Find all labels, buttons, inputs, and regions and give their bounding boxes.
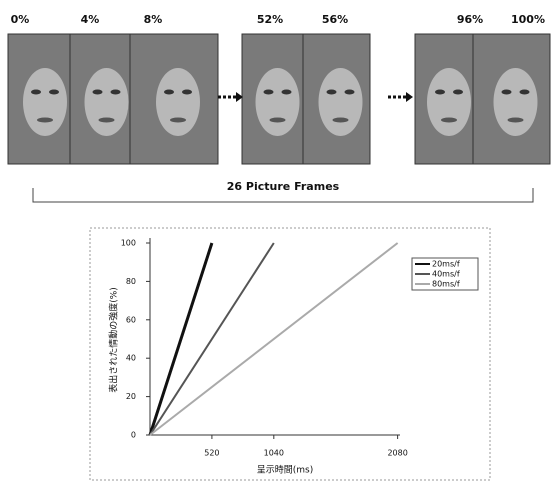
legend-label: 80ms/f: [432, 280, 460, 289]
face: [156, 68, 200, 136]
frame-label: 4%: [81, 13, 100, 26]
eye: [182, 90, 192, 95]
caption: 26 Picture Frames: [227, 180, 340, 193]
frame-label: 100%: [511, 13, 545, 26]
eye: [111, 90, 121, 95]
x-tick-label: 520: [204, 449, 219, 458]
frame-label: 96%: [457, 13, 483, 26]
eye: [435, 90, 445, 95]
y-tick-label: 0: [131, 431, 136, 440]
eye: [164, 90, 174, 95]
chart: 0 20 40 60 80 100 520 1040 2080 呈示時間(ms) 表出された情動の強…: [108, 238, 479, 476]
frame-label: 0%: [11, 13, 30, 26]
y-tick-label: 100: [121, 239, 136, 248]
mouth: [99, 118, 115, 123]
face: [494, 68, 538, 136]
eye: [93, 90, 103, 95]
mouth: [441, 118, 457, 123]
photo-strip: 0% 4% 8% 52% 56% 96% 100%: [8, 13, 550, 164]
y-tick-label: 40: [126, 354, 136, 363]
eye: [520, 90, 530, 95]
eye: [264, 90, 274, 95]
series-line: [150, 243, 274, 435]
y-tick-label: 60: [126, 315, 136, 324]
face: [23, 68, 67, 136]
mouth: [170, 118, 186, 123]
eye: [49, 90, 59, 95]
mouth: [333, 118, 349, 123]
eye: [345, 90, 355, 95]
y-tick-label: 20: [126, 392, 136, 401]
eye: [453, 90, 463, 95]
eye: [502, 90, 512, 95]
face: [319, 68, 363, 136]
series-line: [150, 243, 398, 435]
mouth: [508, 118, 524, 123]
y-axis-label: 表出された情動の強度(%): [108, 287, 120, 393]
eye: [282, 90, 292, 95]
x-axis-label: 呈示時間(ms): [257, 465, 313, 476]
face: [256, 68, 300, 136]
frame-label: 56%: [322, 13, 348, 26]
figure: 0% 4% 8% 52% 56% 96% 100% 26 Picture Frames 0 2…: [0, 0, 556, 483]
legend-label: 20ms/f: [432, 260, 460, 269]
x-tick-label: 1040: [264, 449, 284, 458]
legend-label: 40ms/f: [432, 270, 460, 279]
face: [427, 68, 471, 136]
x-tick-label: 2080: [387, 449, 407, 458]
eye: [31, 90, 41, 95]
y-tick-label: 80: [126, 277, 136, 286]
mouth: [270, 118, 286, 123]
eye: [327, 90, 337, 95]
arrow-head: [406, 92, 413, 102]
mouth: [37, 118, 53, 123]
series-line: [150, 243, 212, 435]
face: [85, 68, 129, 136]
frame-label: 8%: [144, 13, 163, 26]
frame-label: 52%: [257, 13, 283, 26]
